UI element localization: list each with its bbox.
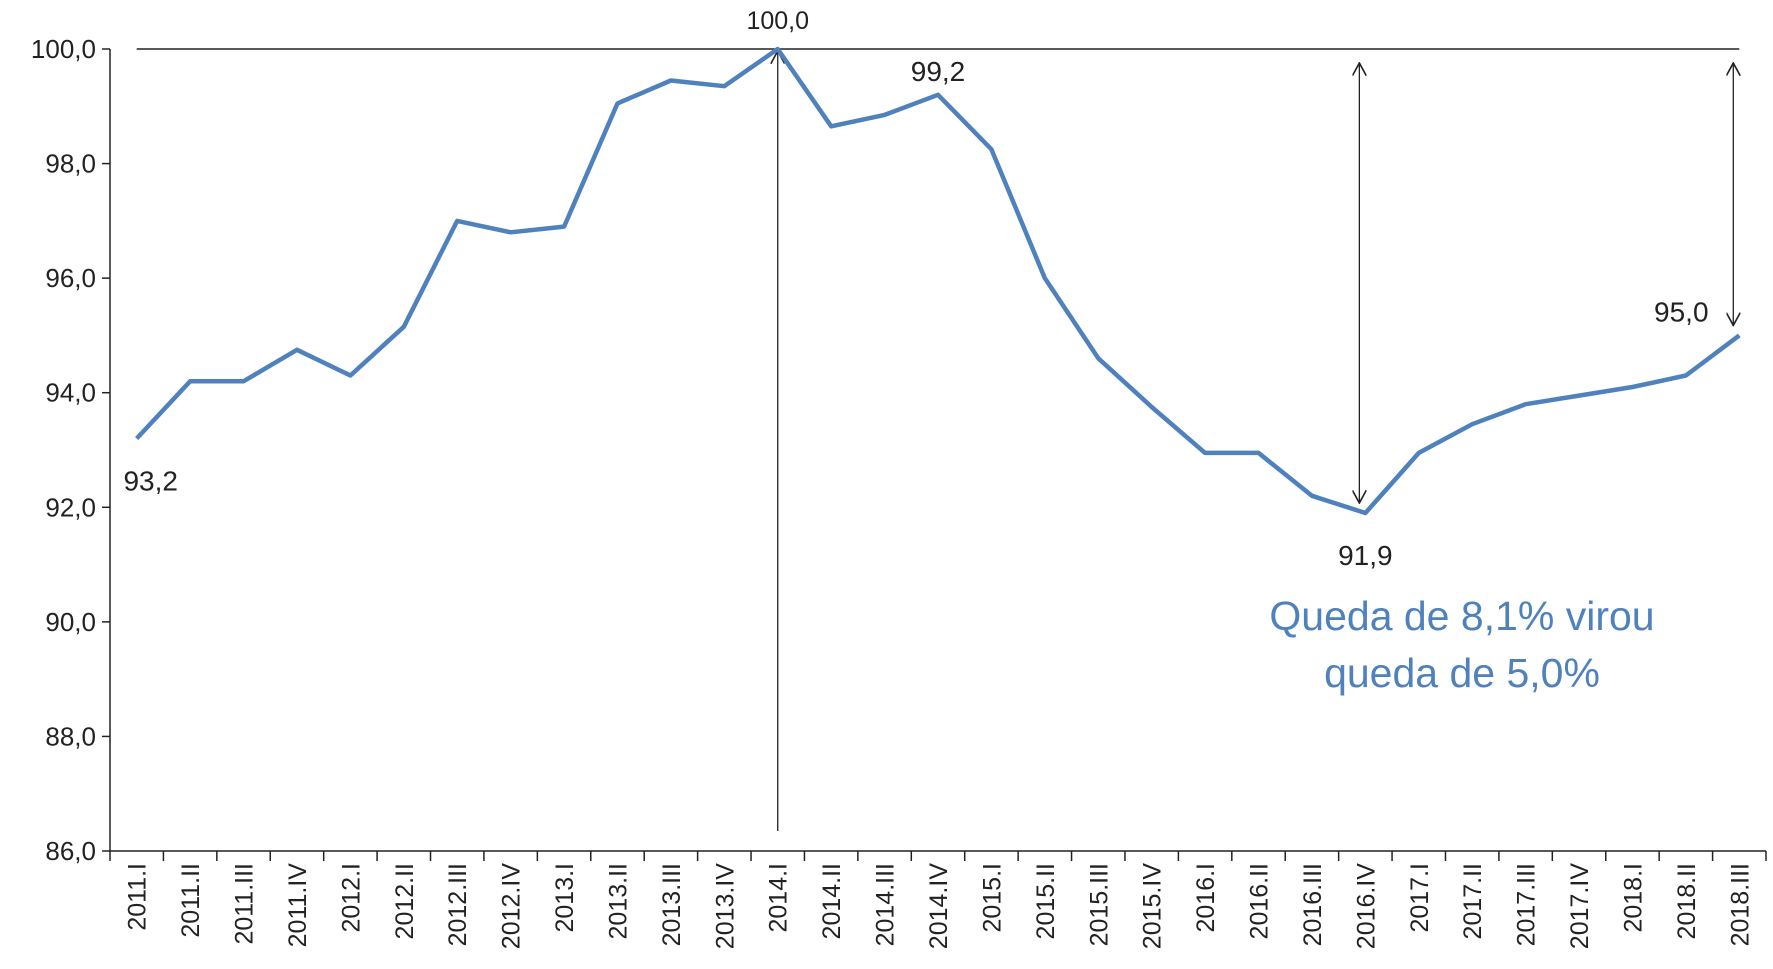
x-tick-label: 2012.IV [498,863,526,950]
x-tick-label: 2013.III [658,863,686,946]
x-tick-label: 2011.I [124,863,152,931]
x-tick-label: 2017.II [1459,863,1487,939]
y-tick-label: 94,0 [45,378,96,408]
x-tick-label: 2014.IV [925,863,953,950]
x-tick-label: 2013.II [604,863,632,939]
y-tick-label: 96,0 [45,263,96,293]
x-tick-label: 2011.IV [284,863,312,948]
x-tick-label: 2016.II [1246,863,1274,939]
x-tick-label: 2016.I [1192,863,1220,933]
x-tick-label: 2013.IV [711,863,739,950]
data-label: 95,0 [1654,296,1709,327]
annotation: Queda de 8,1% virou [1269,593,1654,639]
y-tick-label: 98,0 [45,149,96,179]
x-tick-label: 2017.IV [1566,863,1594,950]
x-tick-label: 2014.III [872,863,900,946]
x-tick-label: 2018.II [1673,863,1701,939]
y-tick-label: 88,0 [45,721,96,751]
x-tick-label: 2018.III [1726,863,1754,946]
x-tick-label: 2012.III [444,863,472,946]
x-tick-label: 2011.III [231,863,259,945]
data-label: 100,0 [746,7,809,35]
x-tick-label: 2011.II [177,863,205,938]
x-tick-label: 2015.III [1085,863,1113,946]
x-tick-label: 2016.IV [1352,863,1380,950]
x-tick-label: 2016.III [1299,863,1327,946]
data-label: 99,2 [911,56,966,87]
x-tick-label: 2013.I [551,863,579,933]
x-tick-label: 2014.II [818,863,846,939]
x-tick-label: 2015.I [978,863,1006,933]
line-series [135,46,1741,516]
x-tick-label: 2015.IV [1139,863,1167,950]
data-label: 93,2 [123,466,178,497]
y-tick-label: 90,0 [45,607,96,637]
x-tick-label: 2017.I [1406,863,1434,933]
x-tick-label: 2012.I [337,863,365,933]
x-tick-label: 2015.II [1032,863,1060,939]
x-tick-label: 2018.I [1619,863,1647,933]
x-tick-label: 2012.II [391,863,419,939]
y-tick-label: 100,0 [31,34,96,64]
annotation: queda de 5,0% [1324,650,1600,696]
y-tick-label: 86,0 [45,836,96,866]
x-tick-label: 2014.I [765,863,793,933]
data-label: 91,9 [1338,540,1393,571]
y-tick-label: 92,0 [45,492,96,522]
x-tick-label: 2017.III [1513,863,1541,946]
